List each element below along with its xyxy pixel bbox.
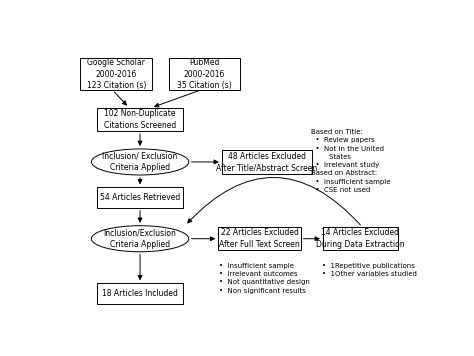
FancyBboxPatch shape <box>218 227 301 250</box>
Text: 54 Articles Retrieved: 54 Articles Retrieved <box>100 193 180 202</box>
FancyBboxPatch shape <box>323 227 398 250</box>
Text: •  1Repetitive publications
•  1Other variables studied: • 1Repetitive publications • 1Other vari… <box>322 263 417 277</box>
Text: 102 Non-Duplicate
Citations Screened: 102 Non-Duplicate Citations Screened <box>104 109 176 130</box>
Text: PubMed
2000-2016
35 Citation (s): PubMed 2000-2016 35 Citation (s) <box>177 58 232 90</box>
FancyBboxPatch shape <box>97 187 183 208</box>
FancyBboxPatch shape <box>222 150 312 174</box>
Text: •  Insufficient sample
•  Irrelevant outcomes
•  Not quantitative design
•  Non : • Insufficient sample • Irrelevant outco… <box>219 263 310 294</box>
Text: Google Scholar
2000-2016
123 Citation (s): Google Scholar 2000-2016 123 Citation (s… <box>86 58 146 90</box>
Text: 22 Articles Excluded
After Full Text Screen: 22 Articles Excluded After Full Text Scr… <box>219 229 300 249</box>
Text: 48 Articles Excluded
After Title/Abstract Screen: 48 Articles Excluded After Title/Abstrac… <box>216 152 318 172</box>
FancyBboxPatch shape <box>169 58 240 90</box>
Text: 14 Articles Excluded
During Data Extraction: 14 Articles Excluded During Data Extract… <box>316 229 405 249</box>
Ellipse shape <box>91 149 189 175</box>
Text: Inclusion/Exclusion
Criteria Applied: Inclusion/Exclusion Criteria Applied <box>104 229 176 249</box>
FancyBboxPatch shape <box>97 108 183 131</box>
Text: 18 Articles Included: 18 Articles Included <box>102 289 178 298</box>
FancyBboxPatch shape <box>81 58 152 90</box>
FancyBboxPatch shape <box>97 283 183 304</box>
Text: Based on Title:
  •  Review papers
  •  Not in the United
        States
  •  Ir: Based on Title: • Review papers • Not in… <box>311 129 391 193</box>
Text: Inclusion/ Exclusion
Criteria Applied: Inclusion/ Exclusion Criteria Applied <box>102 152 178 172</box>
Ellipse shape <box>91 226 189 252</box>
